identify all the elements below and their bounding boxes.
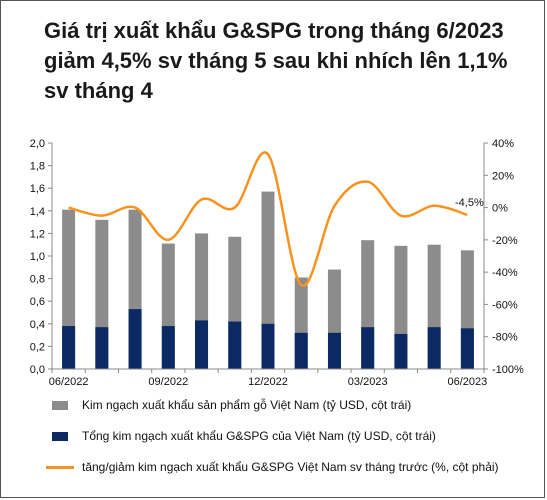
y-left-tick-label: 2,0 [30,138,45,150]
y-left-tick-label: 1,6 [30,183,45,195]
bar-gsp [261,323,275,369]
y-right-tick-label: -20% [492,235,518,247]
x-tick-label: 12/2022 [248,376,288,388]
y-left-tick-label: 1,2 [30,228,45,240]
bar-gsp [427,327,441,369]
bar-gsp [327,332,341,369]
y-left-tick-label: 1,8 [30,161,45,173]
y-right-tick-label: 20% [492,170,514,182]
y-left-tick-label: 0,6 [30,296,45,308]
bar-gsp [361,327,375,369]
y-right-tick-label: 40% [492,138,514,150]
annotation-last-change: -4,5% [455,197,484,209]
bar-gsp [228,321,242,369]
legend-label-total: Kim ngạch xuất khẩu sản phẩm gỗ Việt Nam… [82,398,412,412]
bar-gsp [161,326,175,369]
bar-gsp [195,320,209,369]
y-left-tick-label: 0,0 [30,364,45,376]
chart-legend: Kim ngạch xuất khẩu sản phẩm gỗ Việt Nam… [40,394,540,487]
legend-swatch-change [46,465,74,469]
legend-swatch-gsp [52,431,68,441]
legend-swatch-total [52,400,68,410]
legend-item-total: Kim ngạch xuất khẩu sản phẩm gỗ Việt Nam… [40,394,540,416]
bar-gsp [394,333,408,369]
chart-plot: 0,0 0,2 0,4 0,6 0,8 1,0 1,2 1,4 1,6 1,8 2,0 -100% -8… [30,138,524,388]
y-left-tick-label: 1,0 [30,251,45,263]
y-right-tick-label: -80% [492,332,518,344]
y-left-tick-label: 1,4 [30,206,45,218]
x-tick-label: 03/2023 [348,376,388,388]
legend-item-change: tăng/giảm kim ngạch xuất khẩu G&SPG Việt… [40,456,540,478]
x-tick-label: 06/2022 [49,376,89,388]
y-left-tick-label: 0,8 [30,274,45,286]
y-right-tick-label: 0% [492,203,508,215]
y-right-tick-label: -60% [492,299,518,311]
legend-item-gsp: Tổng kim ngạch xuất khẩu G&SPG của Việt … [40,425,540,447]
bar-gsp [95,327,109,369]
y-left-tick-label: 0,2 [30,341,45,353]
bar-gsp [62,326,76,369]
x-tick-label: 09/2022 [148,376,188,388]
bar-gsp [128,309,142,369]
y-right-tick-label: -100% [492,364,524,376]
legend-label-change: tăng/giảm kim ngạch xuất khẩu G&SPG Việt… [82,460,499,474]
y-right-tick-label: -40% [492,267,518,279]
bar-gsp [294,332,308,369]
bar-gsp [460,328,474,369]
legend-label-gsp: Tổng kim ngạch xuất khẩu G&SPG của Việt … [82,429,436,443]
x-tick-label: 06/2023 [448,376,488,388]
y-left-tick-label: 0,4 [30,319,45,331]
chart-title: Giá trị xuất khẩu G&SPG trong tháng 6/20… [44,18,508,103]
series-line-change [68,151,468,287]
